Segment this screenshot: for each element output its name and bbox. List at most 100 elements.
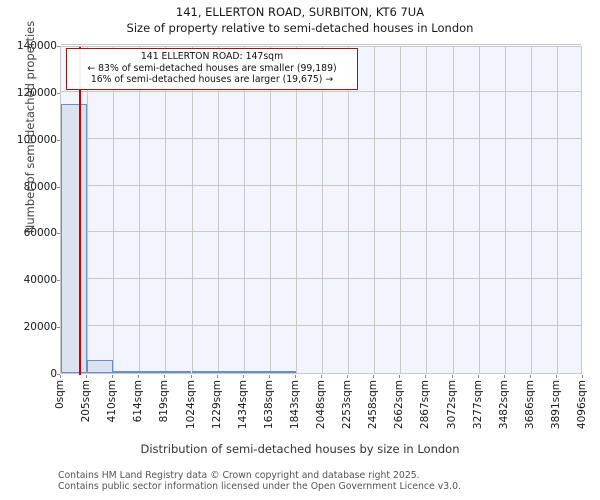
gridline-vertical — [165, 47, 167, 373]
y-axis-tick-mark — [57, 327, 60, 329]
property-annotation-box: 141 ELLERTON ROAD: 147sqm ← 83% of semi-… — [66, 48, 358, 90]
histogram-bar — [269, 371, 296, 373]
x-axis-tick-label: 410sqm — [106, 380, 119, 423]
gridline-horizontal — [61, 278, 581, 280]
y-axis-tick-label: 120000 — [16, 86, 57, 99]
property-size-marker-line — [78, 47, 81, 375]
gridline-horizontal — [61, 137, 581, 139]
histogram-bar — [191, 371, 218, 373]
x-axis-tick-label: 1229sqm — [210, 380, 223, 430]
x-axis-tick-mark — [321, 375, 322, 378]
annotation-line-property: 141 ELLERTON ROAD: 147sqm — [140, 51, 284, 62]
gridline-vertical — [113, 47, 115, 373]
x-axis-tick-mark — [216, 375, 218, 378]
y-axis-tick-mark — [57, 280, 60, 282]
gridline-vertical — [478, 47, 480, 373]
x-axis-tick-label: 614sqm — [132, 380, 145, 423]
y-axis-tick-mark — [57, 139, 60, 141]
plot-area — [60, 44, 582, 375]
x-axis-tick-mark — [399, 375, 401, 378]
gridline-horizontal — [61, 44, 581, 45]
x-axis-tick-mark — [294, 375, 296, 378]
gridline-vertical — [426, 47, 428, 373]
footer-line-2: Contains public sector information licen… — [58, 481, 461, 492]
histogram-bar — [61, 104, 88, 373]
y-axis-tick-mark — [57, 186, 60, 188]
x-axis-tick-mark — [503, 375, 505, 378]
y-axis-tick-label: 100000 — [16, 133, 57, 146]
x-axis-tick-label: 3891sqm — [549, 380, 562, 430]
y-axis-tick-label: 40000 — [23, 274, 57, 287]
gridline-vertical — [217, 47, 219, 373]
x-axis-label: Distribution of semi-detached houses by … — [140, 442, 460, 456]
x-axis-tick-mark — [112, 375, 114, 378]
y-axis-tick-mark — [57, 92, 60, 94]
x-axis-tick-label: 2253sqm — [341, 380, 354, 430]
x-axis-tick-label: 3482sqm — [497, 380, 510, 430]
histogram-bar — [139, 371, 166, 373]
x-axis-tick-label: 0sqm — [54, 380, 66, 410]
x-axis-tick-mark — [373, 375, 375, 378]
annotation-line-larger: 16% of semi-detached houses are larger (… — [90, 74, 334, 85]
x-axis-tick-mark — [451, 375, 453, 378]
x-axis-tick-mark — [477, 375, 479, 378]
x-axis-tick-label: 1638sqm — [262, 380, 275, 430]
x-axis-tick-label: 819sqm — [158, 380, 171, 423]
gridline-vertical — [530, 47, 532, 373]
y-axis-tick-mark — [57, 374, 60, 375]
x-axis-tick-mark — [347, 375, 349, 378]
x-axis-tick-label: 3072sqm — [445, 380, 458, 430]
x-axis-tick-label: 2048sqm — [315, 380, 327, 430]
x-axis-tick-label: 3277sqm — [471, 380, 484, 430]
y-axis-tick-label: 0 — [50, 368, 57, 380]
y-axis-tick-mark — [57, 46, 60, 47]
gridline-vertical — [87, 47, 89, 373]
x-axis-tick-mark — [268, 375, 270, 378]
y-axis-tick-label: 20000 — [23, 321, 57, 334]
gridline-vertical — [269, 47, 271, 373]
footer-attribution: Contains HM Land Registry data © Crown c… — [58, 470, 578, 492]
gridline-horizontal — [61, 231, 581, 233]
y-axis-tick-group: 0 20000 40000 60000 80000 100000 120000 140000 — [0, 0, 60, 500]
x-axis-tick-label: 4096sqm — [576, 380, 588, 430]
gridline-vertical — [400, 47, 402, 373]
histogram-bar — [165, 371, 192, 373]
x-axis-tick-mark — [60, 375, 61, 378]
gridline-vertical — [139, 47, 141, 373]
x-axis-tick-label: 1024sqm — [184, 380, 197, 430]
x-axis-tick-mark — [582, 375, 583, 378]
gridline-vertical — [452, 47, 454, 373]
x-axis-tick-mark — [555, 375, 557, 378]
y-axis-tick-label: 140000 — [16, 40, 57, 52]
x-axis-tick-mark — [86, 375, 88, 378]
x-axis-tick-label: 2662sqm — [393, 380, 406, 430]
gridline-vertical — [504, 47, 506, 373]
x-axis-tick-label: 205sqm — [80, 380, 93, 423]
x-axis-tick-label: 1434sqm — [236, 380, 249, 430]
gridline-vertical — [556, 47, 558, 373]
x-axis-tick-mark — [242, 375, 244, 378]
x-axis-tick-mark — [164, 375, 166, 378]
gridline-vertical — [243, 47, 245, 373]
x-axis-tick-label: 2867sqm — [419, 380, 432, 430]
gridline-vertical — [191, 47, 193, 373]
x-axis-tick-mark — [190, 375, 192, 378]
y-axis-tick-mark — [57, 233, 60, 235]
gridline-horizontal — [61, 90, 581, 92]
histogram-bar — [243, 371, 270, 373]
gridline-vertical — [295, 47, 297, 373]
x-axis-tick-mark — [425, 375, 427, 378]
y-axis-label: Number of semi-detached properties — [23, 20, 37, 234]
x-axis-tick-mark — [138, 375, 140, 378]
gridline-horizontal — [61, 184, 581, 186]
chart-title: 141, ELLERTON ROAD, SURBITON, KT6 7UA — [175, 5, 425, 19]
histogram-bar — [87, 360, 114, 373]
annotation-line-smaller: ← 83% of semi-detached houses are smalle… — [87, 62, 337, 74]
x-axis-tick-label: 1843sqm — [288, 380, 301, 430]
gridlines — [61, 44, 581, 373]
y-axis-tick-label: 60000 — [23, 227, 57, 240]
gridline-horizontal — [61, 325, 581, 327]
x-axis-tick-label: 2458sqm — [367, 380, 380, 430]
chart-subtitle: Size of property relative to semi-detach… — [126, 21, 474, 35]
